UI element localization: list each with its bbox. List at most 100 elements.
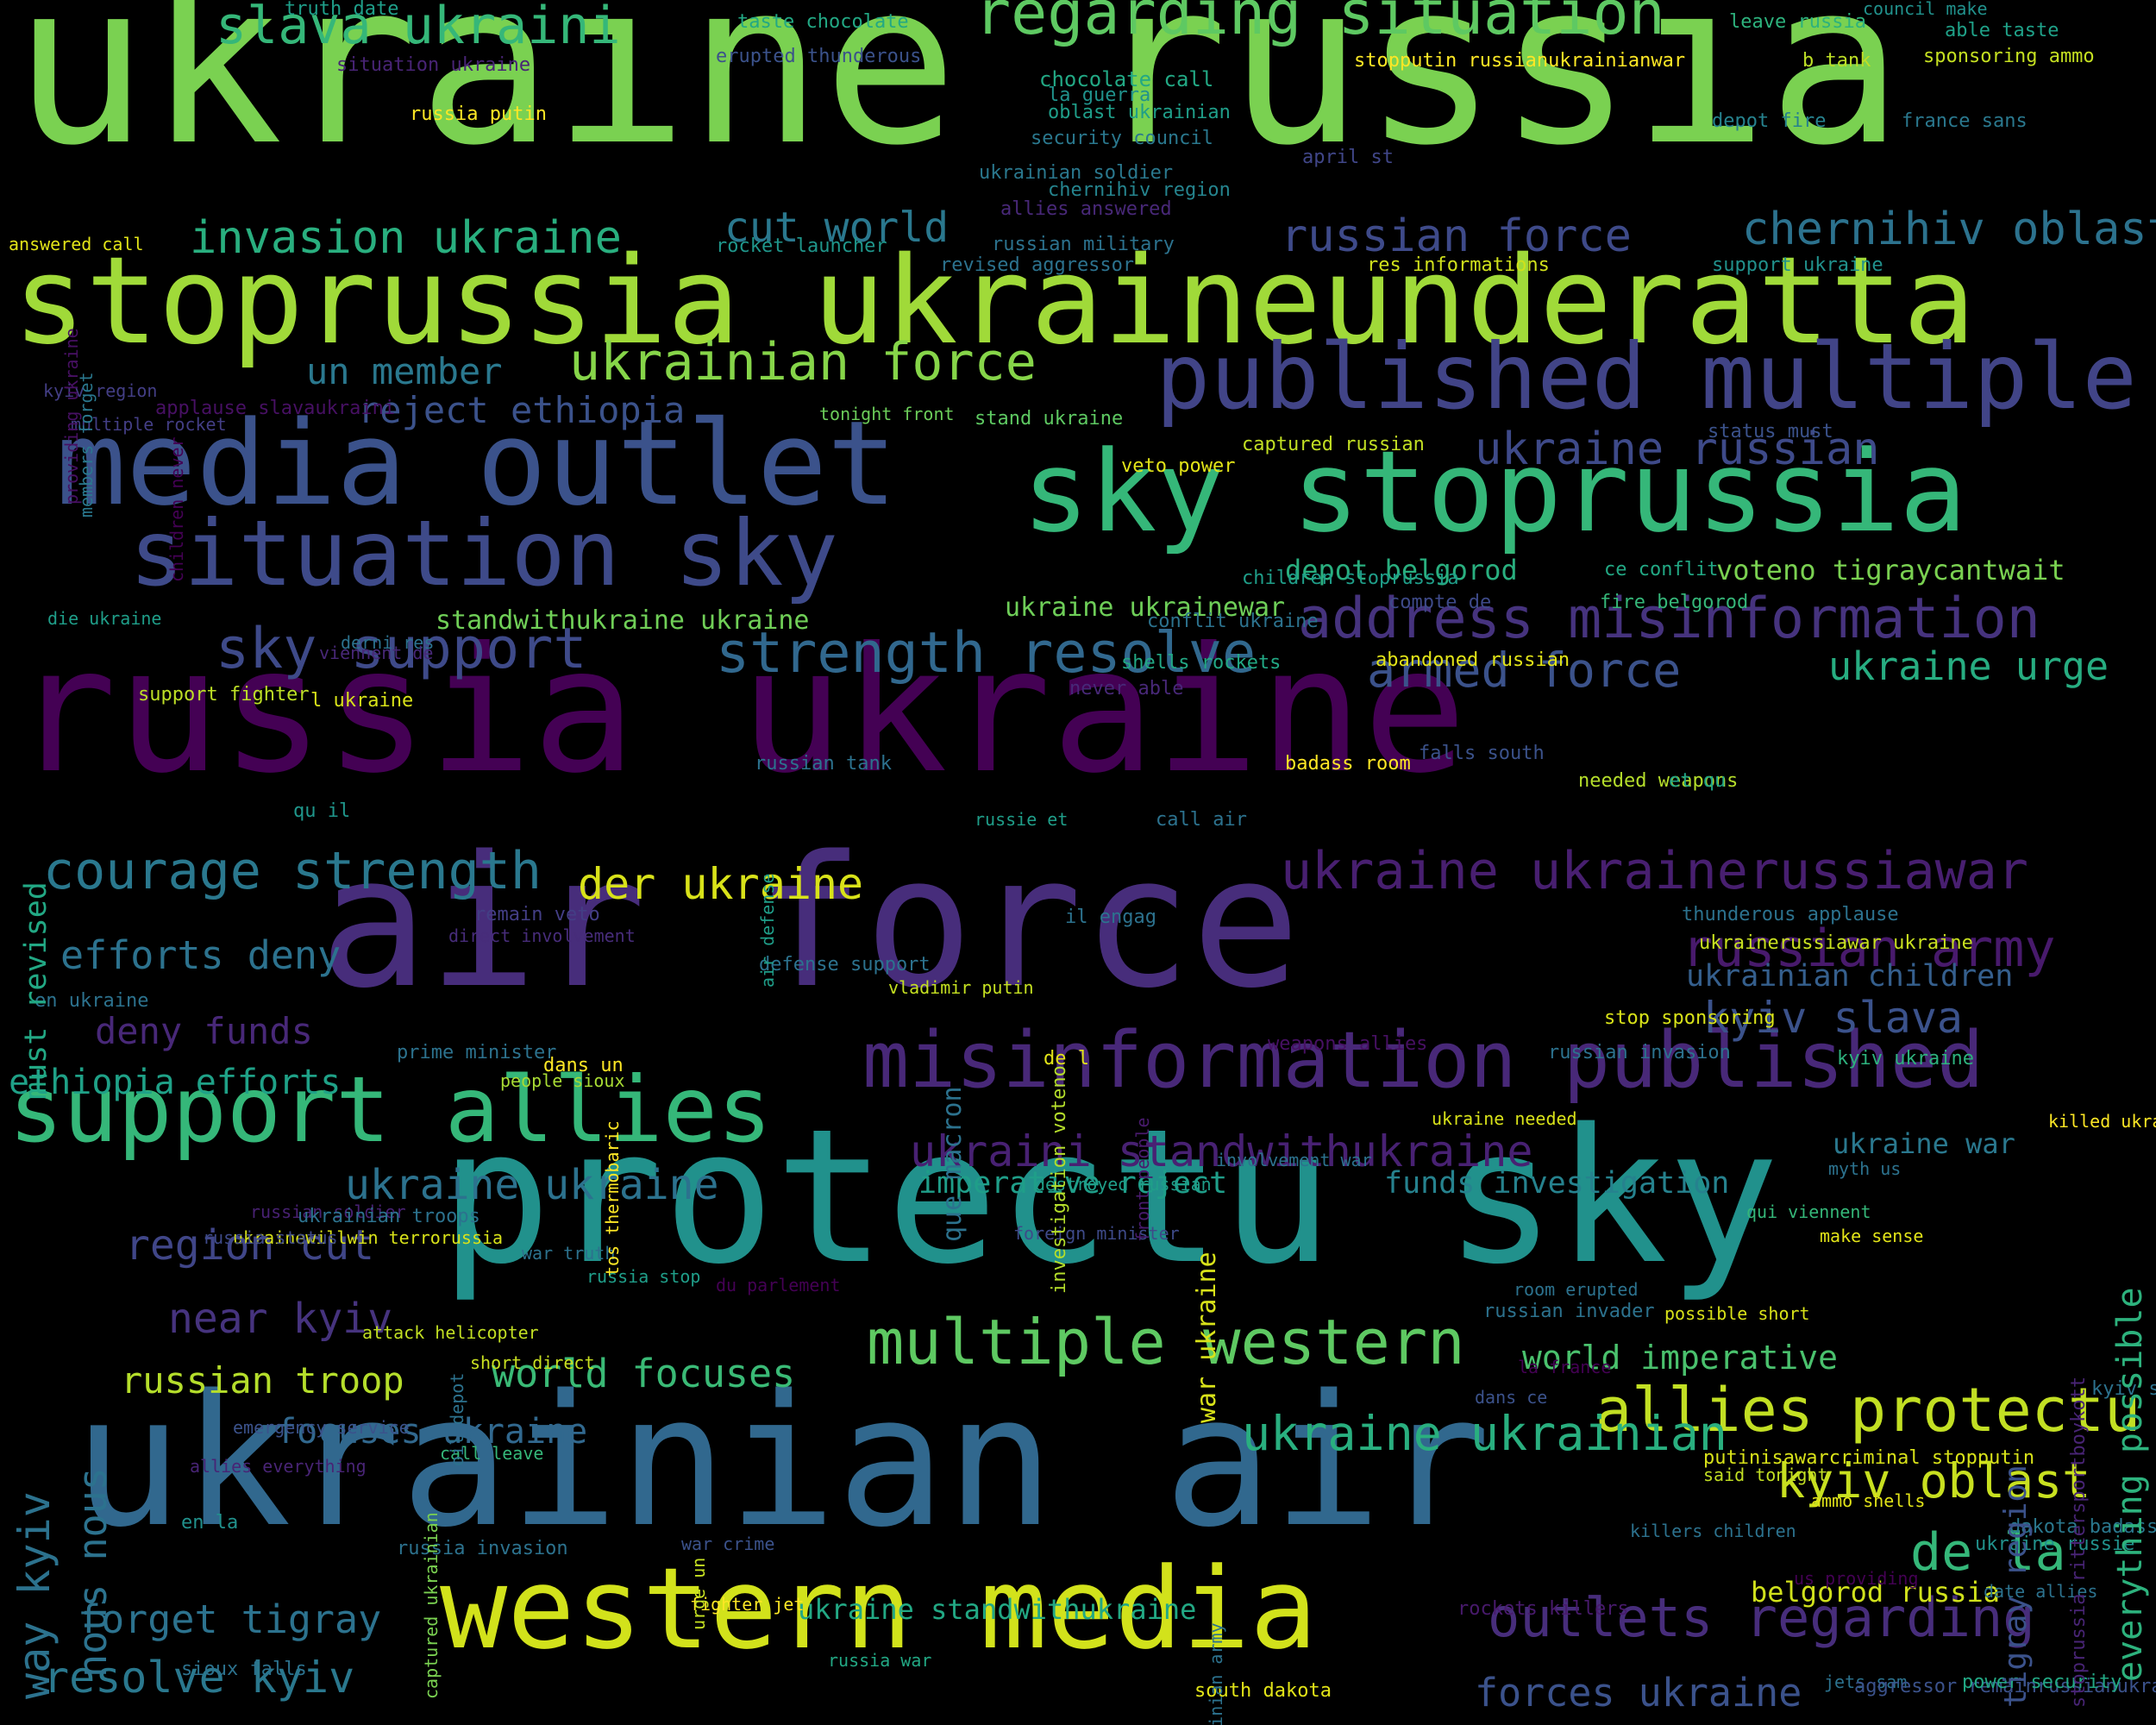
cloud-word: la france bbox=[1518, 1357, 1612, 1377]
cloud-word: myth us bbox=[1828, 1158, 1902, 1179]
cloud-word: jets sam bbox=[1824, 1672, 1908, 1692]
cloud-word: situation ukraine bbox=[336, 54, 531, 76]
cloud-word: ukrainerussiawar ukraine bbox=[1699, 932, 1973, 954]
cloud-word: shells rockets bbox=[1121, 652, 1282, 674]
cloud-word: misinformation published bbox=[862, 1015, 1984, 1106]
cloud-word: date allies bbox=[1984, 1581, 2098, 1602]
cloud-word: ukraine ukrainian bbox=[1242, 1406, 1727, 1461]
cloud-word: allies answered bbox=[1000, 198, 1172, 220]
cloud-word: sky support bbox=[216, 617, 587, 681]
cloud-word: outlets regarding bbox=[1488, 1586, 2035, 1649]
cloud-word: der ukraine bbox=[578, 859, 864, 909]
cloud-word: russia ukraine bbox=[13, 611, 1467, 812]
cloud-word: support ukraine bbox=[1712, 254, 1883, 276]
cloud-word: prime minister bbox=[397, 1042, 557, 1063]
cloud-word: armed force bbox=[1367, 643, 1682, 698]
cloud-word: ukraine needed bbox=[1432, 1108, 1577, 1129]
cloud-word: cut world bbox=[724, 204, 950, 252]
cloud-word: russian military bbox=[992, 234, 1175, 255]
cloud-word: depot fire bbox=[1712, 110, 1827, 132]
cloud-word: multiple rocket bbox=[71, 414, 227, 435]
cloud-word: dans ce bbox=[1475, 1387, 1548, 1408]
cloud-word: possible short bbox=[1664, 1303, 1810, 1324]
cloud-word: support fighter bbox=[138, 684, 310, 706]
cloud-word: en ukraine bbox=[34, 990, 149, 1012]
cloud-word: emergency service bbox=[233, 1417, 410, 1438]
cloud-word: ukrainian children bbox=[1686, 959, 2014, 994]
cloud-word: said tonight bbox=[1703, 1465, 1828, 1485]
cloud-word: ukraine war bbox=[1833, 1127, 2015, 1160]
cloud-word: war truth bbox=[522, 1243, 616, 1264]
cloud-word: published multiple bbox=[1156, 324, 2137, 430]
cloud-word: everything possible bbox=[2110, 1287, 2150, 1682]
cloud-word: remain veto bbox=[474, 904, 600, 925]
cloud-word: security council bbox=[1031, 128, 1213, 149]
cloud-word: war crime bbox=[681, 1534, 775, 1554]
cloud-word: ethiopia efforts bbox=[9, 1063, 342, 1102]
cloud-word: people sioux bbox=[500, 1070, 625, 1091]
cloud-word: stoprussia rittersportboykott bbox=[2068, 1376, 2090, 1708]
cloud-word: support allies bbox=[9, 1057, 773, 1163]
cloud-word: involvement war bbox=[1216, 1150, 1372, 1170]
cloud-word: resolve kyiv bbox=[43, 1653, 355, 1703]
cloud-word: power security bbox=[1962, 1672, 2122, 1693]
cloud-word: depot belgorod bbox=[1285, 554, 1518, 586]
cloud-word: oil depot bbox=[447, 1372, 467, 1466]
cloud-word: dakota badass bbox=[2009, 1516, 2156, 1538]
cloud-word: ukraine russia bbox=[13, 0, 1903, 195]
cloud-word: russia invasion bbox=[397, 1538, 568, 1559]
cloud-word: world imperative bbox=[1522, 1339, 1839, 1377]
cloud-word: sponsoring ammo bbox=[1923, 46, 2095, 67]
cloud-word: foreign minister bbox=[1013, 1223, 1180, 1244]
cloud-word: ukraine ukrainerussiawar bbox=[1281, 841, 2028, 901]
cloud-word: kyiv oblast bbox=[1777, 1453, 2091, 1509]
cloud-word: standwithukraine ukraine bbox=[436, 605, 810, 636]
cloud-word: reject ethiopia bbox=[358, 389, 686, 431]
cloud-word: killers children bbox=[1630, 1521, 1796, 1541]
cloud-word: ukrainian army bbox=[1206, 1622, 1226, 1725]
cloud-word: kyiv ukraine bbox=[1837, 1048, 1974, 1070]
cloud-word: status must bbox=[1708, 421, 1833, 442]
cloud-word: derni res bbox=[341, 632, 435, 653]
cloud-word: children stoprussia bbox=[1242, 568, 1459, 589]
cloud-word: ammo shells bbox=[1811, 1490, 1926, 1511]
cloud-word: room erupted bbox=[1514, 1279, 1639, 1300]
cloud-word: children never bbox=[166, 436, 187, 582]
cloud-word: ukraine russie bbox=[1975, 1534, 2135, 1555]
cloud-word: aggressor remainrussianukrainianwar russ… bbox=[1854, 1676, 2156, 1697]
cloud-word: russie et bbox=[975, 809, 1069, 830]
cloud-word: du parlement bbox=[716, 1275, 841, 1295]
cloud-word: multiple western bbox=[867, 1306, 1465, 1378]
cloud-word: que macron bbox=[937, 1086, 968, 1242]
cloud-word: stopputin russianukrainianwar bbox=[1354, 50, 1686, 72]
cloud-word: vladimir putin bbox=[888, 977, 1034, 998]
cloud-word: putinisawarcriminal stopputin bbox=[1703, 1447, 2035, 1469]
cloud-word: ukraine standwithukraine bbox=[798, 1593, 1197, 1626]
cloud-word: must revised bbox=[19, 881, 53, 1100]
cloud-word: thunderous applause bbox=[1682, 904, 1899, 925]
cloud-word: leave russia bbox=[1729, 11, 1866, 33]
cloud-word: russian troop bbox=[121, 1359, 404, 1402]
cloud-word: fire belgorod bbox=[1600, 592, 1749, 613]
cloud-word: en la bbox=[181, 1512, 239, 1534]
cloud-word: ukraini standwithukraine bbox=[910, 1126, 1533, 1176]
cloud-word: destroyed russian bbox=[1035, 1174, 1212, 1195]
cloud-word: stoprussia ukraineunderatta bbox=[13, 231, 1976, 372]
cloud-word: qui viennent bbox=[1746, 1201, 1871, 1222]
cloud-word: rockets killers bbox=[1457, 1598, 1629, 1620]
cloud-word: russian invasion bbox=[1548, 1042, 1731, 1063]
cloud-word: south dakota bbox=[1194, 1680, 1332, 1702]
cloud-word: courage strength bbox=[43, 841, 542, 901]
cloud-word: attack helicopter bbox=[362, 1322, 539, 1343]
cloud-word: captured russian bbox=[1242, 434, 1425, 455]
cloud-word: april st bbox=[1302, 147, 1394, 168]
cloud-word: l ukraine bbox=[310, 690, 414, 712]
cloud-word: war ukraine bbox=[1192, 1251, 1222, 1423]
cloud-word: ukraine russian bbox=[1475, 423, 1880, 475]
cloud-word: russian force bbox=[1281, 210, 1632, 262]
cloud-word: strength resolve bbox=[716, 621, 1257, 686]
cloud-word: truth date bbox=[285, 0, 399, 20]
cloud-word: forces ukraine bbox=[1475, 1670, 1802, 1716]
cloud-word: la guerra bbox=[1048, 85, 1151, 106]
cloud-word: air defense bbox=[757, 873, 778, 988]
